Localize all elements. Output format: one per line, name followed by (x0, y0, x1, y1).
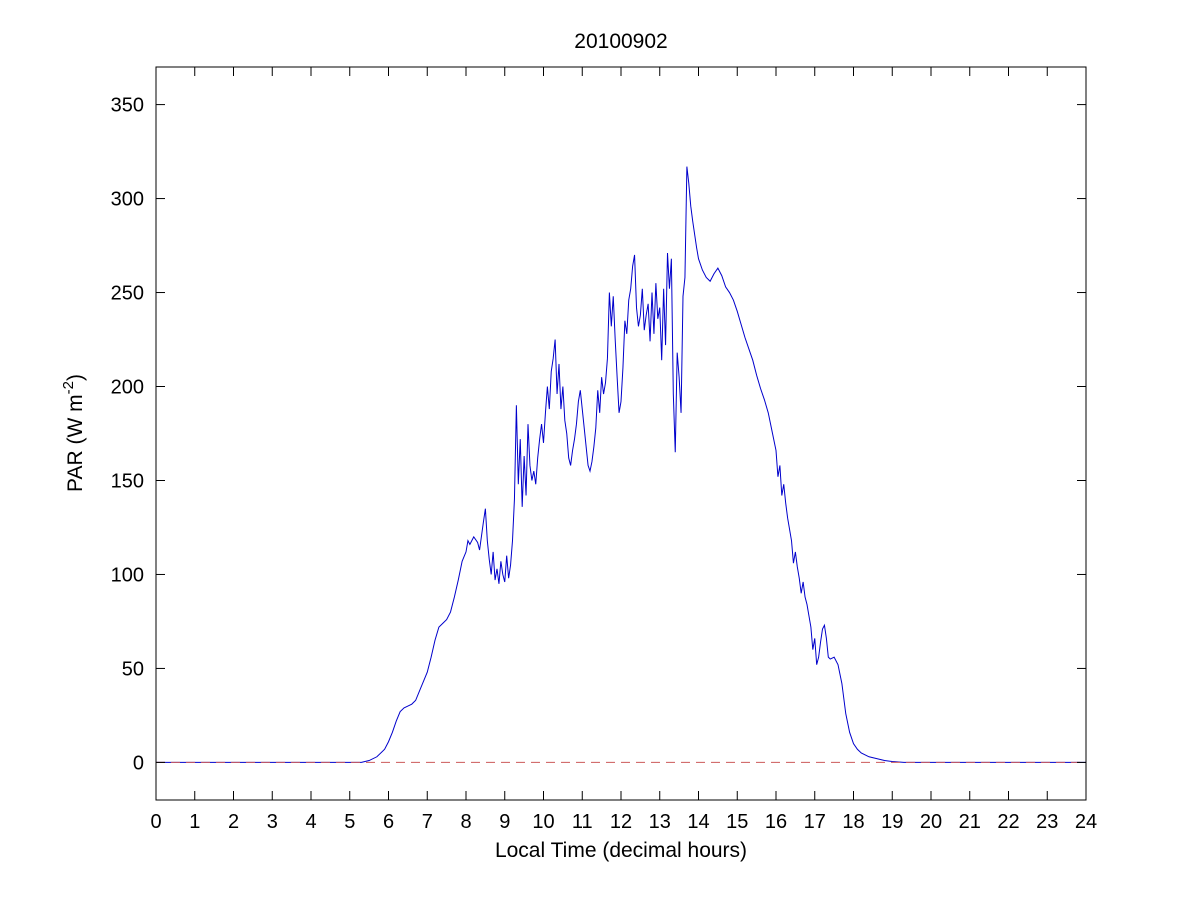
par-series-line (156, 166, 1086, 763)
y-tick-label: 200 (111, 377, 144, 399)
x-tick-label: 18 (842, 811, 864, 833)
x-tick-label: 3 (267, 811, 278, 833)
y-tick-label: 350 (111, 95, 144, 117)
x-tick-label: 9 (499, 811, 510, 833)
plot-background (156, 67, 1086, 800)
x-tick-label: 22 (997, 811, 1019, 833)
y-tick-label: 0 (133, 752, 144, 774)
x-tick-label: 13 (649, 811, 671, 833)
x-tick-label: 19 (881, 811, 903, 833)
x-tick-label: 17 (804, 811, 826, 833)
y-axis-label: PAR (W m-2) (60, 374, 87, 492)
y-axis-label-close: ) (64, 374, 87, 381)
chart-title: 20100902 (574, 30, 667, 53)
y-tick-label: 100 (111, 564, 144, 586)
x-tick-label: 24 (1075, 811, 1097, 833)
x-tick-label: 12 (610, 811, 632, 833)
x-tick-label: 20 (920, 811, 942, 833)
x-tick-label: 10 (532, 811, 554, 833)
y-axis-label-superscript: -2 (60, 381, 77, 394)
y-tick-label: 300 (111, 189, 144, 211)
x-tick-label: 1 (189, 811, 200, 833)
y-tick-label: 250 (111, 283, 144, 305)
x-tick-label: 2 (228, 811, 239, 833)
x-tick-label: 15 (726, 811, 748, 833)
x-tick-label: 23 (1036, 811, 1058, 833)
plot-layer: 0 1 2 3 4 5 6 7 8 9 10 11 12 13 14 15 16 17 18 19 20 21 22 23 24… (111, 66, 1097, 833)
y-axis-label-main: PAR (W m (64, 394, 87, 492)
x-tick-label: 0 (150, 811, 161, 833)
x-tick-label: 21 (959, 811, 981, 833)
x-tick-label: 11 (572, 811, 593, 833)
x-tick-label: 7 (422, 811, 433, 833)
x-tick-label: 4 (305, 811, 316, 833)
x-tick-label: 14 (687, 811, 709, 833)
x-axis-label: Local Time (decimal hours) (495, 839, 747, 862)
x-tick-label: 5 (344, 811, 355, 833)
x-tick-label: 16 (765, 811, 787, 833)
y-tick-label: 50 (122, 658, 144, 680)
x-tick-label: 6 (383, 811, 394, 833)
plot-box (155, 66, 1087, 801)
x-tick-label: 8 (460, 811, 471, 833)
y-tick-label: 150 (111, 470, 144, 492)
